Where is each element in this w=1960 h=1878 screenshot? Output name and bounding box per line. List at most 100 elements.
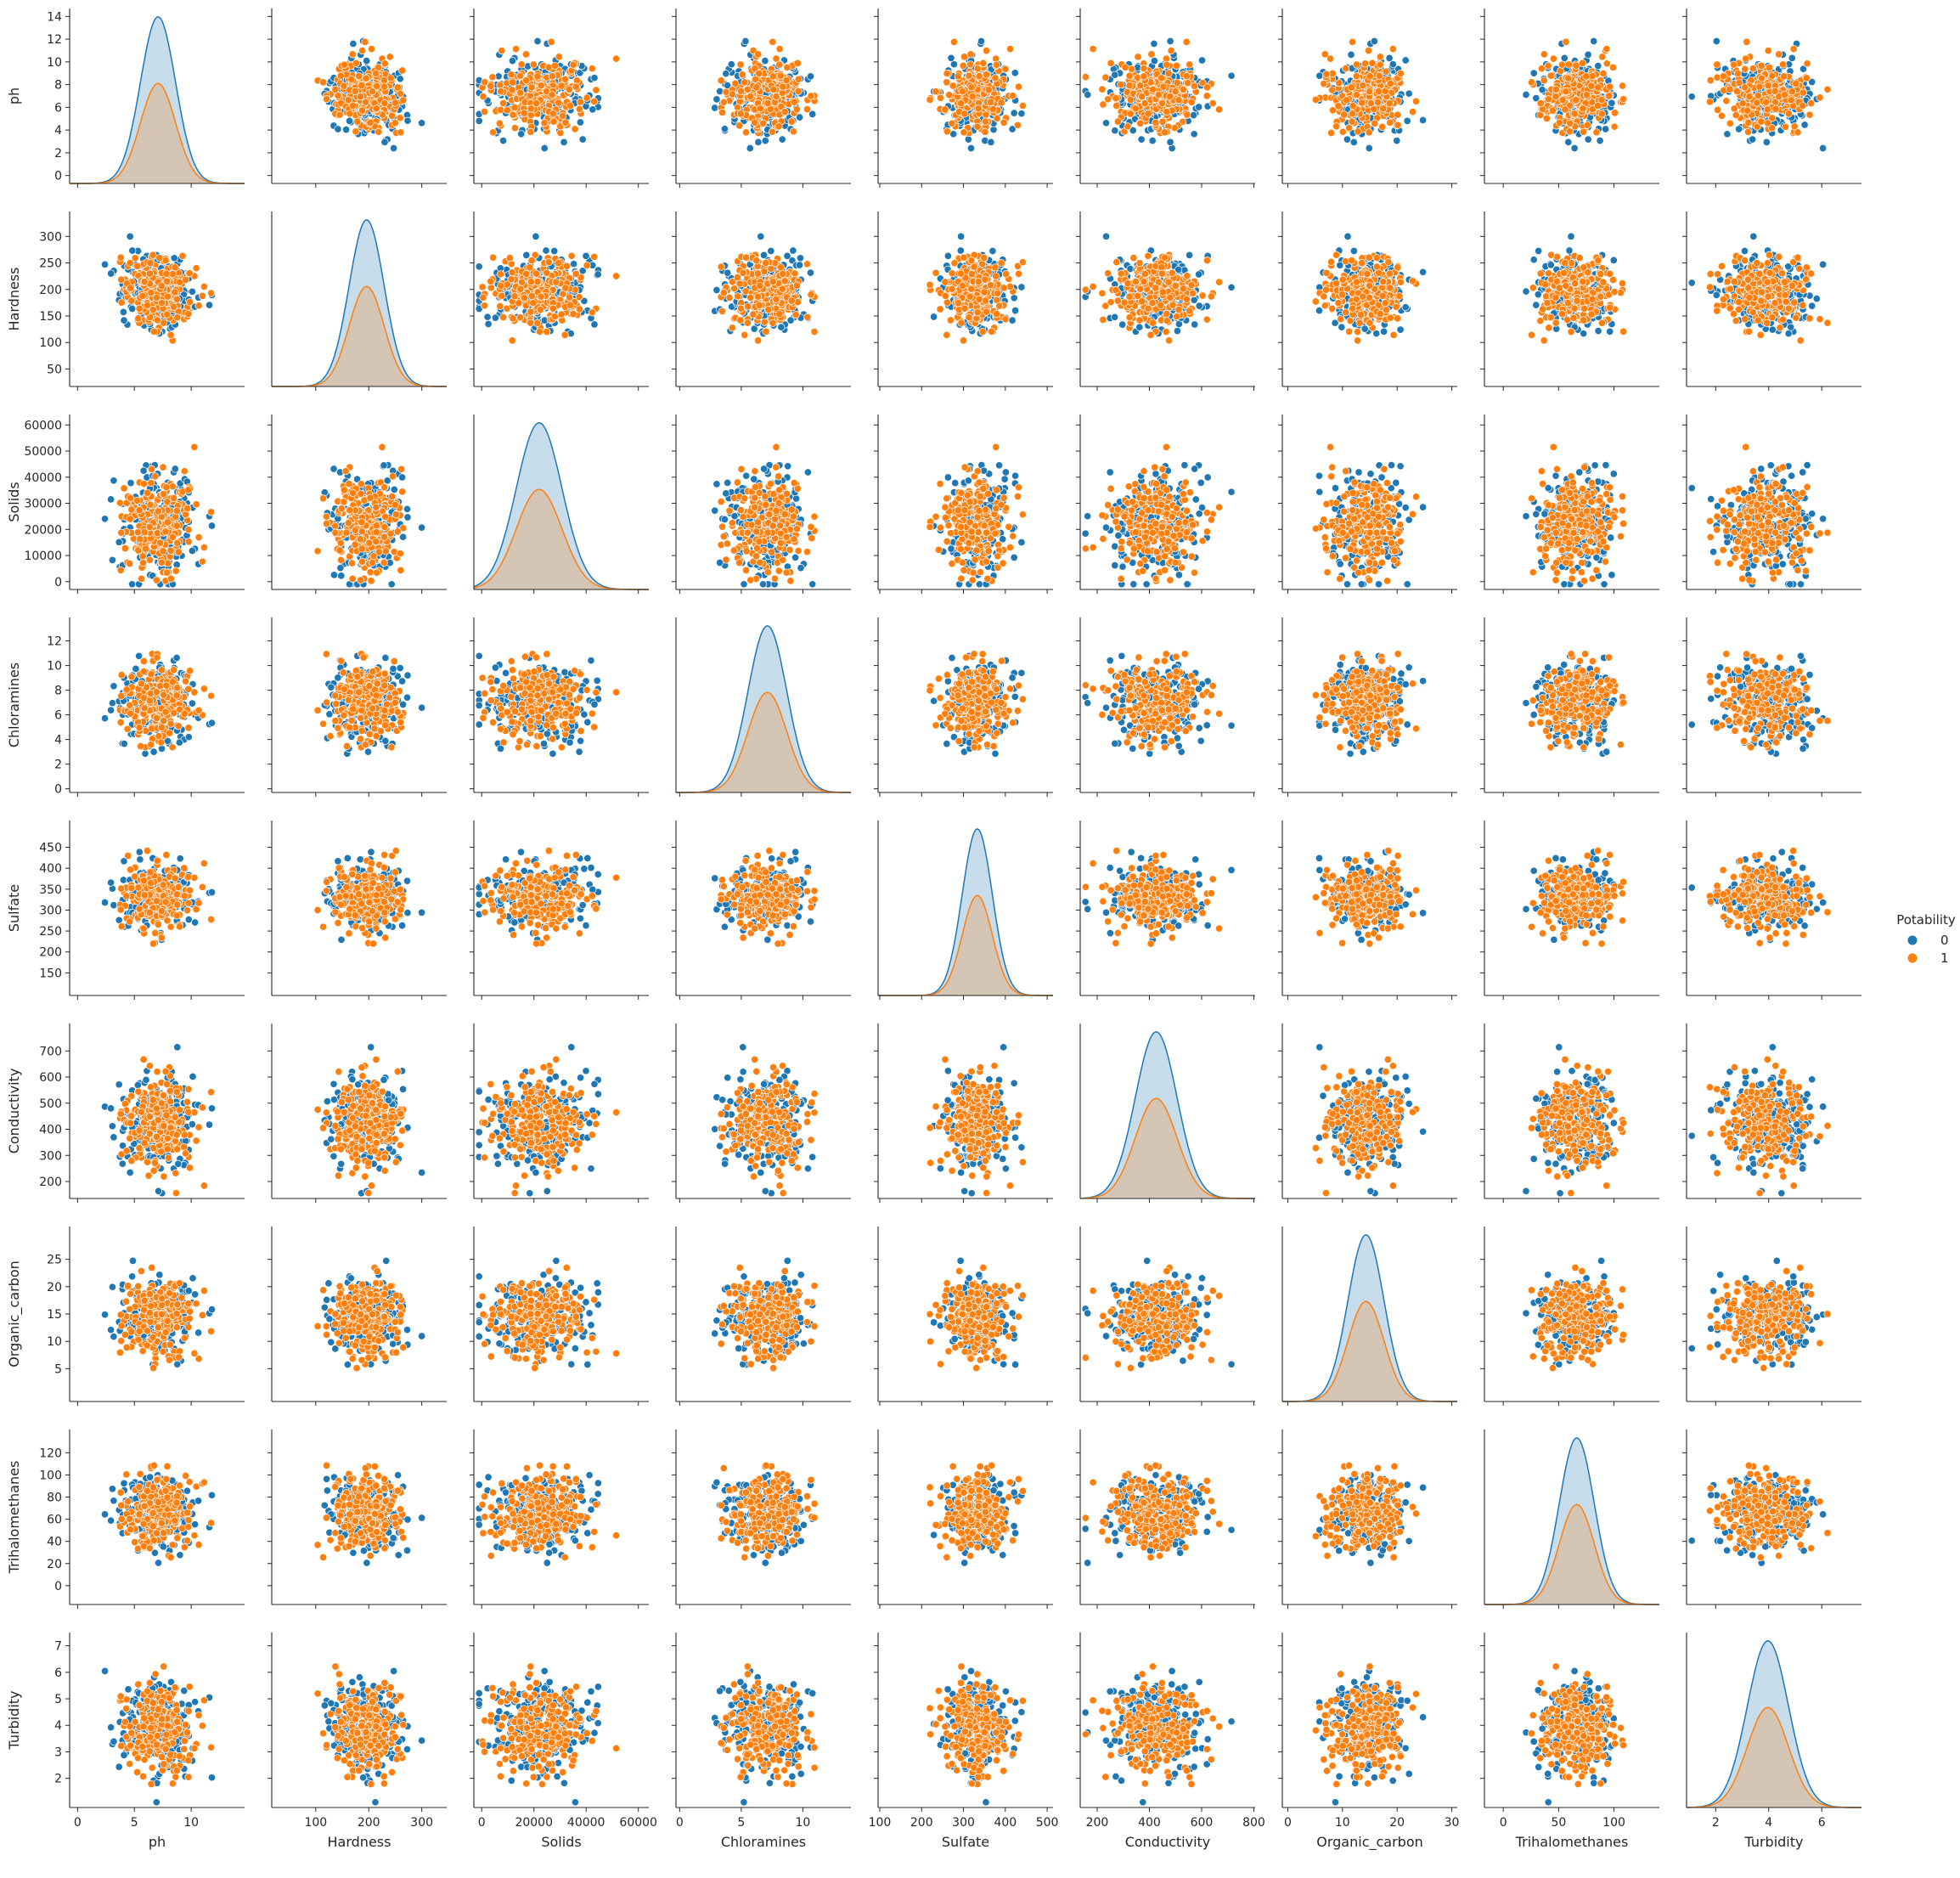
point — [776, 45, 783, 52]
y-tick-label: 6 — [54, 101, 62, 115]
y-axis-label-Hardness: Hardness — [6, 268, 22, 331]
point — [1804, 60, 1811, 67]
point — [1082, 73, 1089, 80]
point — [948, 54, 955, 61]
point — [189, 288, 195, 295]
y-tick-label: 4 — [54, 124, 62, 138]
point — [1113, 102, 1120, 109]
point — [990, 126, 997, 133]
point — [974, 123, 981, 130]
point — [1353, 61, 1360, 68]
point — [1573, 97, 1580, 104]
point — [764, 99, 771, 106]
point — [561, 76, 568, 82]
point — [982, 128, 988, 135]
point — [127, 285, 133, 291]
point — [369, 88, 375, 95]
point — [380, 76, 387, 83]
point — [1195, 104, 1202, 110]
y-axis-label-ph: ph — [6, 87, 22, 104]
point — [399, 67, 406, 74]
point — [793, 106, 800, 113]
point — [1397, 70, 1404, 76]
panel-ph-vs-Hardness — [268, 8, 447, 188]
point — [1168, 47, 1174, 54]
point — [510, 111, 516, 118]
y-tick-label: 10 — [47, 56, 62, 70]
point — [101, 261, 108, 268]
point — [1556, 119, 1563, 126]
point — [769, 38, 776, 45]
point — [1608, 99, 1615, 106]
point — [1788, 54, 1795, 61]
point — [1321, 80, 1327, 87]
point — [158, 300, 165, 307]
point — [755, 51, 762, 58]
point — [534, 319, 541, 326]
point — [1545, 62, 1552, 69]
point — [1594, 102, 1601, 109]
point — [522, 51, 529, 58]
point — [723, 88, 729, 95]
point — [1540, 51, 1547, 58]
point — [1383, 68, 1389, 75]
point — [397, 129, 404, 136]
point — [487, 278, 494, 285]
point — [1732, 111, 1739, 118]
point — [718, 109, 725, 116]
point — [164, 293, 171, 300]
point — [172, 264, 178, 271]
point — [1343, 97, 1350, 104]
y-tick-label: 150 — [39, 310, 62, 324]
point — [128, 297, 135, 304]
point — [760, 251, 767, 258]
point — [758, 233, 764, 240]
point — [1713, 37, 1720, 44]
point — [1126, 72, 1133, 79]
point — [118, 299, 125, 306]
panel-ph-vs-Solids — [470, 8, 649, 188]
point — [980, 59, 987, 66]
y-tick-label: 200 — [39, 284, 62, 297]
point — [1595, 84, 1602, 91]
point — [983, 47, 989, 54]
point — [1734, 70, 1741, 76]
point — [1215, 106, 1222, 113]
point — [974, 65, 981, 72]
point — [517, 89, 524, 96]
point — [362, 38, 369, 45]
point — [1348, 84, 1355, 91]
point — [172, 289, 178, 296]
point — [770, 86, 777, 93]
point — [1161, 129, 1168, 136]
point — [965, 136, 972, 143]
point — [1349, 38, 1355, 45]
point — [506, 254, 513, 261]
point — [1598, 110, 1605, 117]
point — [775, 123, 782, 130]
point — [504, 281, 510, 288]
point — [1355, 128, 1361, 135]
point — [791, 270, 798, 277]
point — [1606, 93, 1613, 99]
point — [1606, 83, 1613, 90]
point — [1743, 38, 1750, 45]
y-tick-label: 100 — [39, 336, 62, 350]
point — [1394, 121, 1401, 128]
point — [1148, 51, 1155, 58]
point — [541, 120, 548, 127]
point — [1321, 51, 1328, 58]
point — [949, 120, 955, 127]
point — [794, 59, 801, 66]
point — [776, 61, 783, 68]
kde-fill-ph-series-1 — [70, 83, 245, 183]
point — [1597, 137, 1603, 144]
point — [390, 144, 397, 151]
point — [1742, 84, 1749, 91]
point — [1561, 54, 1568, 61]
point — [1366, 73, 1373, 80]
point — [1151, 57, 1157, 64]
point — [724, 269, 731, 276]
point — [1593, 129, 1600, 136]
point — [167, 331, 174, 338]
